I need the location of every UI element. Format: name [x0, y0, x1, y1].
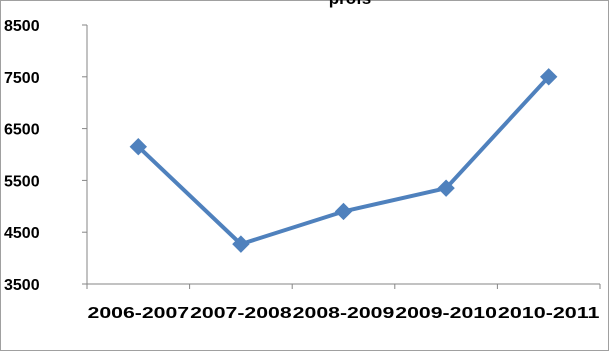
data-point-marker: [334, 202, 353, 221]
x-tick-label: 2007-2008: [190, 305, 292, 322]
y-tick-label: 5500: [4, 173, 40, 190]
chart-title: profs: [329, 0, 372, 8]
x-tick-label: 2006-2007: [88, 305, 190, 322]
tick-labels: 3500 4500 5500 6500 7500 8500 2006-2007 2007-20…: [4, 18, 600, 322]
y-tick-label: 8500: [4, 18, 40, 35]
y-tick-label: 3500: [4, 277, 40, 294]
x-tick-label: 2009-2010: [395, 305, 497, 322]
y-tick-label: 6500: [4, 122, 40, 139]
data-point-marker: [129, 138, 148, 156]
x-tick-label: 2008-2009: [293, 305, 395, 322]
data-point-marker: [232, 235, 250, 253]
data-point-marker: [539, 68, 558, 86]
series: [129, 68, 558, 253]
x-tick-label: 2010-2011: [498, 305, 600, 322]
y-tick-label: 7500: [4, 70, 40, 87]
data-point-marker: [437, 179, 455, 197]
y-tick-label: 4500: [4, 225, 40, 242]
axes: [82, 24, 601, 289]
